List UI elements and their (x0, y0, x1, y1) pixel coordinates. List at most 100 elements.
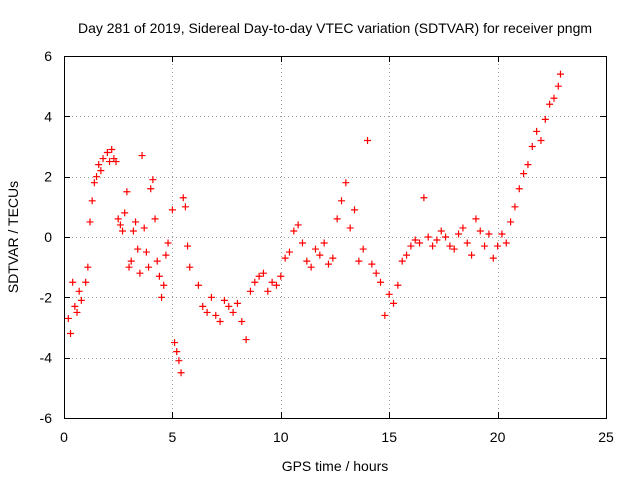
data-point (455, 230, 463, 238)
data-point (433, 236, 441, 244)
data-point (67, 330, 75, 338)
data-point (468, 251, 476, 259)
x-tick-label: 5 (169, 429, 177, 445)
data-point (246, 287, 254, 295)
data-point (351, 206, 359, 214)
x-tick-label: 10 (273, 429, 289, 445)
data-point (463, 239, 471, 247)
data-point (515, 185, 523, 193)
data-point (485, 230, 493, 238)
data-point (119, 227, 127, 235)
data-point (171, 339, 179, 347)
data-point (311, 245, 319, 253)
y-tick-label: 0 (44, 229, 52, 245)
data-point (255, 272, 263, 280)
data-point (377, 278, 385, 286)
data-point (554, 82, 562, 90)
data-point (194, 281, 202, 289)
data-point (84, 263, 92, 271)
data-point (103, 149, 111, 157)
data-point (93, 173, 101, 181)
data-point (394, 281, 402, 289)
data-point (498, 230, 506, 238)
data-point (142, 248, 150, 256)
data-point (489, 254, 497, 262)
data-point (550, 94, 558, 102)
data-point (494, 242, 502, 250)
data-point (173, 348, 181, 356)
data-point (71, 302, 79, 310)
data-points (64, 70, 564, 377)
data-point (268, 278, 276, 286)
data-point (129, 227, 137, 235)
data-point (106, 158, 114, 166)
data-point (175, 357, 183, 365)
data-point (251, 278, 259, 286)
data-point (429, 242, 437, 250)
data-point (403, 251, 411, 259)
data-point (136, 269, 144, 277)
x-axis-label: GPS time / hours (282, 458, 389, 474)
data-point (199, 302, 207, 310)
data-point (285, 248, 293, 256)
data-point (123, 188, 131, 196)
data-point (177, 369, 185, 377)
data-point (277, 272, 285, 280)
data-point (390, 299, 398, 307)
data-point (346, 224, 354, 232)
data-point (316, 251, 324, 259)
y-tick-label: -2 (40, 289, 53, 305)
data-point (420, 194, 428, 202)
y-axis-label: SDTVAR / TECUs (5, 181, 21, 293)
data-point (524, 161, 532, 169)
data-point (155, 272, 163, 280)
data-point (424, 233, 432, 241)
data-point (145, 263, 153, 271)
data-point (158, 293, 166, 301)
data-point (229, 308, 237, 316)
x-tick-label: 20 (490, 429, 506, 445)
data-point (181, 203, 189, 211)
data-point (342, 179, 350, 187)
data-point (481, 242, 489, 250)
data-point (225, 302, 233, 310)
data-point (151, 215, 159, 223)
data-point (160, 281, 168, 289)
data-point (294, 221, 302, 229)
data-point (290, 227, 298, 235)
data-point (264, 287, 272, 295)
data-point (112, 158, 120, 166)
data-point (338, 197, 346, 205)
data-point (359, 245, 367, 253)
data-point (472, 215, 480, 223)
data-point (446, 242, 454, 250)
data-point (355, 257, 363, 265)
data-point (303, 257, 311, 265)
data-point (324, 260, 332, 268)
data-point (233, 299, 241, 307)
data-point (108, 146, 116, 154)
data-point (125, 263, 133, 271)
data-point (207, 293, 215, 301)
data-point (149, 176, 157, 184)
data-point (212, 311, 220, 319)
data-point (298, 239, 306, 247)
data-point (132, 218, 140, 226)
data-point (541, 115, 549, 123)
data-point (162, 251, 170, 259)
data-point (368, 260, 376, 268)
y-tick-label: 4 (44, 108, 52, 124)
data-point (73, 308, 81, 316)
data-point (528, 143, 536, 150)
data-point (216, 317, 224, 325)
data-point (97, 167, 105, 175)
data-point (99, 155, 107, 163)
data-point (281, 254, 289, 262)
data-point (88, 197, 96, 205)
data-point (307, 263, 315, 271)
data-point (259, 269, 267, 277)
data-point (546, 100, 554, 108)
data-point (127, 257, 135, 265)
